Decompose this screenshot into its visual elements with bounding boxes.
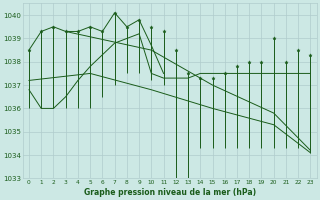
X-axis label: Graphe pression niveau de la mer (hPa): Graphe pression niveau de la mer (hPa) (84, 188, 256, 197)
